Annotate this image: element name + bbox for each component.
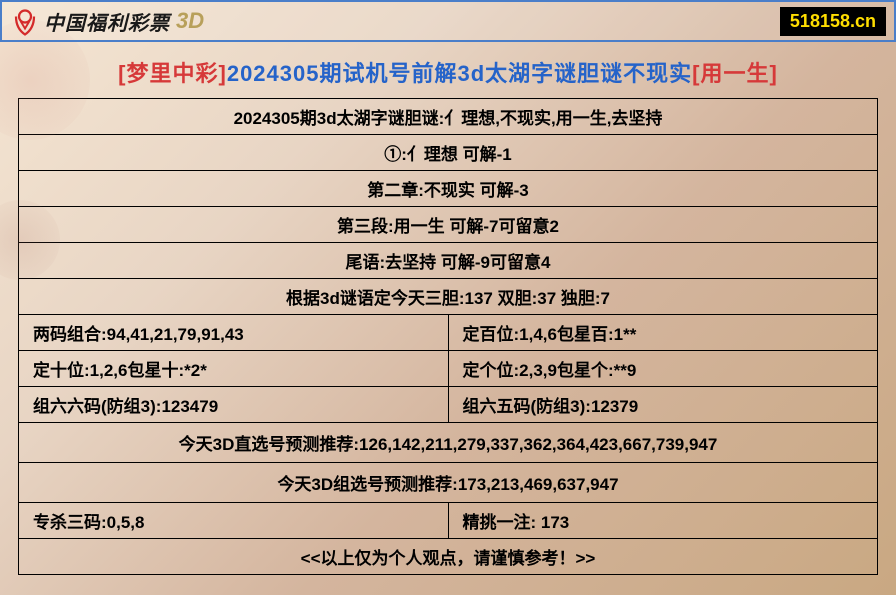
table-cell-right: 精挑一注: 173 [448,503,878,538]
table-cell-left: 定十位:1,2,6包星十:*2* [19,351,448,386]
table-row: 2024305期3d太湖字谜胆谜:亻理想,不现实,用一生,去坚持 [19,99,877,135]
table-cell: <<以上仅为个人观点，请谨慎参考！>> [19,539,877,574]
title-middle: 2024305期试机号前解3d太湖字谜胆谜不现实 [227,61,692,86]
table-cell: ①:亻理想 可解-1 [19,135,877,170]
title-suffix: [用一生] [692,61,778,86]
table-cell: 根据3d谜语定今天三胆:137 双胆:37 独胆:7 [19,279,877,314]
logo-3d-text: 3D [176,8,204,34]
logo-text: 中国福利彩票 [44,7,170,36]
logo-area: 中国福利彩票 3D [10,6,204,36]
table-cell: 今天3D组选号预测推荐:173,213,469,637,947 [19,463,877,502]
table-row: 今天3D直选号预测推荐:126,142,211,279,337,362,364,… [19,423,877,463]
table-row: ①:亻理想 可解-1 [19,135,877,171]
table-row: <<以上仅为个人观点，请谨慎参考！>> [19,539,877,574]
title-prefix: [梦里中彩] [118,61,227,86]
table-row: 定十位:1,2,6包星十:*2*定个位:2,3,9包星个:**9 [19,351,877,387]
table-cell: 2024305期3d太湖字谜胆谜:亻理想,不现实,用一生,去坚持 [19,99,877,134]
content-table: 2024305期3d太湖字谜胆谜:亻理想,不现实,用一生,去坚持①:亻理想 可解… [18,98,878,575]
url-badge: 518158.cn [780,7,886,36]
table-row: 第二章:不现实 可解-3 [19,171,877,207]
table-cell-left: 组六六码(防组3):123479 [19,387,448,422]
table-cell: 第二章:不现实 可解-3 [19,171,877,206]
header-bar: 中国福利彩票 3D 518158.cn [0,0,896,42]
table-cell-right: 定个位:2,3,9包星个:**9 [448,351,878,386]
main-title: [梦里中彩]2024305期试机号前解3d太湖字谜胆谜不现实[用一生] [0,42,896,98]
table-row: 组六六码(防组3):123479组六五码(防组3):12379 [19,387,877,423]
table-cell-right: 定百位:1,4,6包星百:1** [448,315,878,350]
table-cell-left: 两码组合:94,41,21,79,91,43 [19,315,448,350]
lottery-logo-icon [10,6,40,36]
table-row: 今天3D组选号预测推荐:173,213,469,637,947 [19,463,877,503]
table-cell-left: 专杀三码:0,5,8 [19,503,448,538]
table-cell-right: 组六五码(防组3):12379 [448,387,878,422]
table-cell: 今天3D直选号预测推荐:126,142,211,279,337,362,364,… [19,423,877,462]
table-row: 专杀三码:0,5,8精挑一注: 173 [19,503,877,539]
table-cell: 第三段:用一生 可解-7可留意2 [19,207,877,242]
table-row: 尾语:去坚持 可解-9可留意4 [19,243,877,279]
table-row: 根据3d谜语定今天三胆:137 双胆:37 独胆:7 [19,279,877,315]
table-row: 两码组合:94,41,21,79,91,43定百位:1,4,6包星百:1** [19,315,877,351]
table-row: 第三段:用一生 可解-7可留意2 [19,207,877,243]
table-cell: 尾语:去坚持 可解-9可留意4 [19,243,877,278]
